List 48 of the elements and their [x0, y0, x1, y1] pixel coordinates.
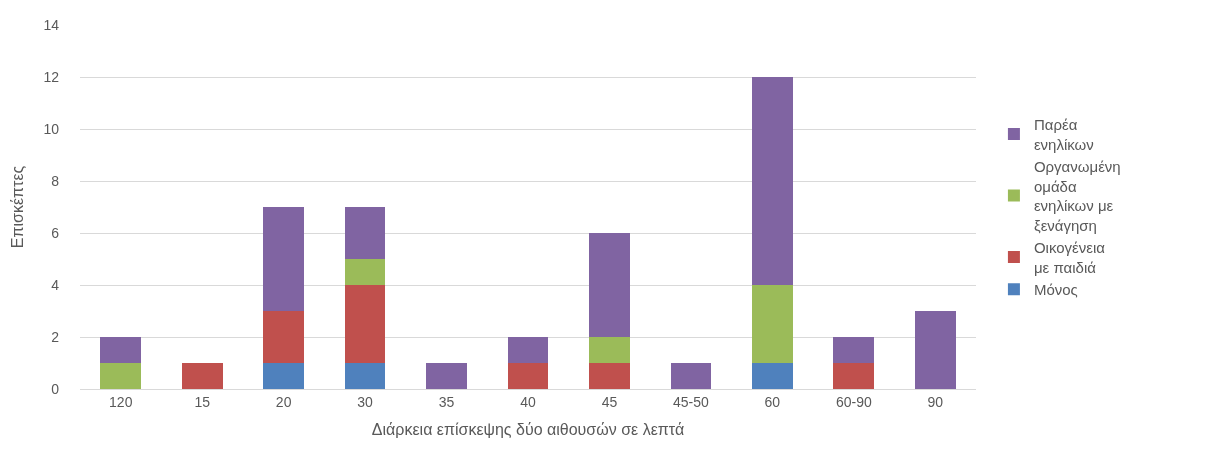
- legend-label: Οργανωμένη ομάδα ενηλίκων με ξενάγηση: [1033, 158, 1121, 234]
- x-tick-label: 60: [764, 393, 781, 410]
- bar: [344, 363, 386, 389]
- bar: [507, 337, 549, 363]
- bar: [344, 285, 386, 363]
- bar: [263, 311, 304, 363]
- legend-label: Οικογένεια με παιδιά: [1033, 239, 1106, 276]
- bar: [589, 363, 630, 389]
- y-tick-label: 10: [43, 120, 60, 137]
- bar: [344, 207, 386, 259]
- bar: [100, 337, 142, 363]
- bar: [752, 77, 793, 285]
- legend-label: Παρέα ενηλίκων: [1033, 116, 1094, 153]
- x-tick-label: 40: [520, 393, 536, 410]
- bar: [670, 363, 712, 389]
- bar: [752, 285, 793, 363]
- bar: [833, 337, 875, 363]
- x-tick-label: 45-50: [673, 393, 710, 410]
- x-tick-label: 90: [927, 393, 944, 410]
- y-tick-label: 4: [51, 276, 60, 293]
- y-tick-label: 6: [51, 224, 60, 241]
- bar: [589, 337, 630, 363]
- y-tick-label: 12: [43, 68, 60, 85]
- y-axis-title: Επισκέπτες: [9, 165, 27, 249]
- bar: [100, 363, 142, 389]
- bar: [507, 363, 549, 389]
- x-tick-label: 120: [109, 393, 133, 410]
- bar: [263, 207, 304, 311]
- y-tick-label: 8: [51, 172, 60, 189]
- x-tick-label: 20: [275, 393, 292, 410]
- y-tick-label: 14: [43, 16, 60, 33]
- x-tick-label: 35: [438, 393, 455, 410]
- bar: [426, 363, 467, 389]
- y-tick-label: 2: [51, 328, 60, 345]
- x-tick-label: 45: [601, 393, 618, 410]
- bar: [752, 363, 793, 389]
- bar: [263, 363, 304, 389]
- x-axis-title: Διάρκεια επίσκεψης δύο αιθουσών σε λεπτά: [371, 421, 685, 439]
- y-tick-label: 0: [51, 380, 60, 397]
- x-tick-label: 60-90: [835, 393, 872, 410]
- bar: [589, 233, 630, 337]
- legend-label: Μόνος: [1033, 281, 1078, 299]
- x-tick-label: 15: [194, 393, 211, 410]
- bar: [344, 259, 386, 285]
- bar: [833, 363, 875, 389]
- x-tick-label: 30: [357, 393, 374, 410]
- bar: [181, 363, 223, 389]
- bar: [914, 311, 956, 389]
